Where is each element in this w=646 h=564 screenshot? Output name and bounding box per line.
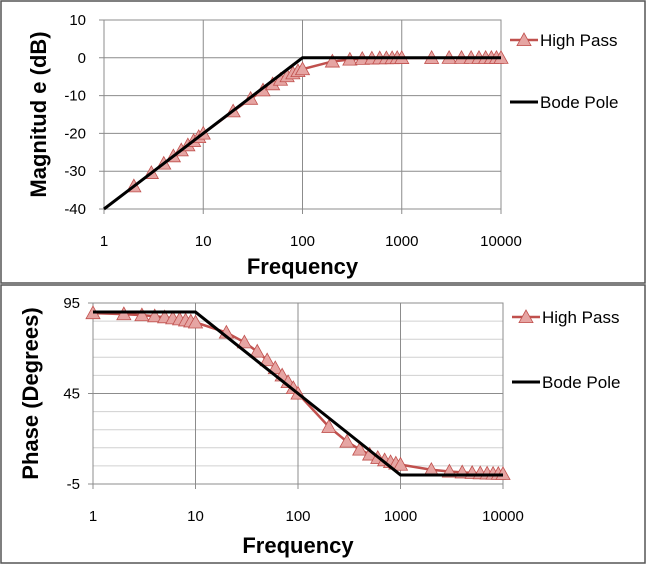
- x-tick-label: 10000: [482, 508, 524, 525]
- x-tick-label: 1000: [385, 233, 418, 250]
- x-tick-label: 100: [285, 508, 310, 525]
- legend-label: Bode Pole: [540, 93, 618, 112]
- legend-label: High Pass: [542, 308, 619, 327]
- x-axis-title: Frequency: [242, 533, 354, 558]
- y-tick-label: -30: [64, 163, 86, 180]
- data-point-marker: [134, 307, 150, 322]
- data-point-marker: [324, 53, 341, 68]
- y-axis-title: Phase (Degrees): [18, 307, 43, 479]
- data-point-marker: [187, 314, 204, 329]
- data-point-marker: [236, 334, 253, 349]
- data-point-marker: [321, 419, 337, 433]
- series-bode-pole: [103, 56, 501, 211]
- data-point-marker: [352, 441, 368, 456]
- phase-chart-frame: [0, 284, 646, 564]
- magnitude-chart-frame: [0, 0, 646, 284]
- series-line: [93, 310, 503, 477]
- y-tick-label: 95: [63, 295, 80, 312]
- data-point-marker: [259, 352, 275, 367]
- y-tick-label: -20: [64, 125, 86, 142]
- legend-label: High Pass: [540, 31, 617, 50]
- x-axis-title: Frequency: [247, 254, 359, 279]
- x-tick-label: 1: [100, 233, 108, 250]
- data-point-marker: [339, 433, 355, 448]
- y-tick-label: -10: [64, 88, 86, 105]
- phase-chart: 95 45 -5 1 10 100 1000 10000 Frequency Phase (Deg…: [18, 295, 620, 558]
- data-point-marker: [294, 61, 311, 76]
- data-point-marker: [249, 343, 265, 358]
- legend-label: Bode Pole: [542, 373, 620, 392]
- x-tick-label: 100: [290, 233, 315, 250]
- legend-marker: [516, 32, 532, 46]
- y-tick-label: 0: [78, 50, 86, 67]
- x-tick-label: 10000: [480, 233, 522, 250]
- plot-area: [92, 302, 504, 485]
- plot-area: [103, 19, 502, 210]
- y-tick-label: -5: [67, 476, 80, 493]
- series-line: [103, 56, 501, 211]
- magnitude-chart: 100-10-20-30-401 10 100 1000 10000FrequencyM…: [26, 12, 618, 279]
- legend-marker: [518, 309, 534, 324]
- x-tick-label: 10: [187, 508, 204, 525]
- y-tick-label: 45: [63, 386, 80, 403]
- y-axis-title: Magnitud e (dB): [26, 31, 51, 197]
- data-point-marker: [392, 456, 409, 471]
- series-bode-pole: [93, 310, 503, 477]
- y-tick-label: 10: [69, 12, 86, 29]
- x-tick-label: 1000: [384, 508, 417, 525]
- x-tick-label: 1: [89, 508, 97, 525]
- y-tick-label: -40: [64, 201, 86, 218]
- data-point-marker: [147, 308, 163, 323]
- x-tick-label: 10: [195, 233, 212, 250]
